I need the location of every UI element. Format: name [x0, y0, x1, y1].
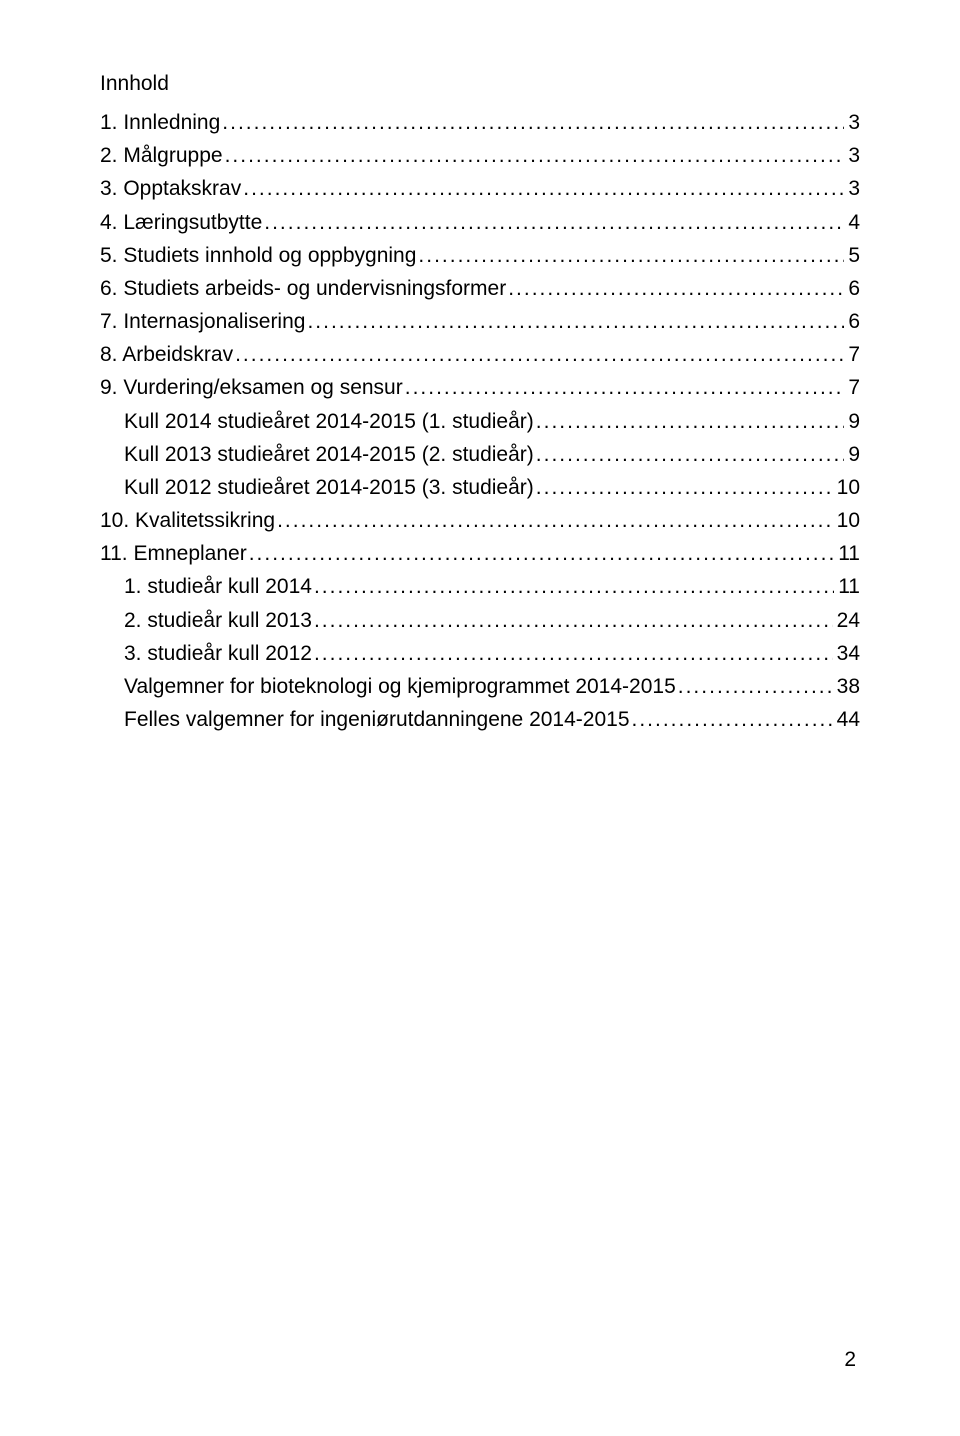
toc-entry-label: Felles valgemner for ingeniørutdanningen… — [124, 703, 630, 736]
toc-list: 1. Innledning 3 2. Målgruppe 3 3. Opptak… — [100, 106, 860, 736]
toc-entry: 6. Studiets arbeids- og undervisningsfor… — [100, 272, 860, 305]
toc-entry-label: 1. Innledning — [100, 106, 220, 139]
toc-entry: 1. studieår kull 2014 11 — [100, 570, 860, 603]
toc-leader — [220, 106, 844, 139]
toc-entry-label: Kull 2012 studieåret 2014-2015 (3. studi… — [124, 471, 534, 504]
toc-leader — [312, 570, 834, 603]
toc-leader — [241, 172, 844, 205]
toc-entry: 2. studieår kull 2013 24 — [100, 604, 860, 637]
toc-entry-label: 8. Arbeidskrav — [100, 338, 233, 371]
toc-entry: Kull 2013 studieåret 2014-2015 (2. studi… — [100, 438, 860, 471]
page-number: 2 — [844, 1348, 856, 1372]
toc-entry-label: 7. Internasjonalisering — [100, 305, 305, 338]
toc-entry-label: 4. Læringsutbytte — [100, 206, 262, 239]
toc-entry: 5. Studiets innhold og oppbygning 5 — [100, 239, 860, 272]
toc-entry: 4. Læringsutbytte 4 — [100, 206, 860, 239]
toc-entry: Kull 2012 studieåret 2014-2015 (3. studi… — [100, 471, 860, 504]
toc-title: Innhold — [100, 72, 860, 96]
toc-entry-page: 9 — [844, 405, 860, 438]
toc-entry-page: 11 — [834, 537, 860, 570]
toc-entry-label: 2. Målgruppe — [100, 139, 223, 172]
toc-entry: 3. Opptakskrav 3 — [100, 172, 860, 205]
toc-entry-label: 5. Studiets innhold og oppbygning — [100, 239, 416, 272]
toc-leader — [534, 438, 845, 471]
toc-entry-page: 24 — [833, 604, 860, 637]
toc-entry-label: 1. studieår kull 2014 — [124, 570, 312, 603]
toc-entry-page: 11 — [834, 570, 860, 603]
toc-leader — [630, 703, 833, 736]
toc-entry-page: 3 — [844, 139, 860, 172]
toc-entry-page: 38 — [833, 670, 860, 703]
toc-leader — [506, 272, 844, 305]
toc-entry-page: 6 — [844, 272, 860, 305]
toc-entry: 1. Innledning 3 — [100, 106, 860, 139]
toc-entry-page: 10 — [833, 471, 860, 504]
toc-entry: 9. Vurdering/eksamen og sensur 7 — [100, 371, 860, 404]
toc-entry-label: 11. Emneplaner — [100, 537, 247, 570]
toc-leader — [676, 670, 833, 703]
toc-leader — [305, 305, 844, 338]
toc-entry: 2. Målgruppe 3 — [100, 139, 860, 172]
toc-leader — [275, 504, 833, 537]
toc-leader — [247, 537, 834, 570]
toc-entry: 7. Internasjonalisering 6 — [100, 305, 860, 338]
toc-entry-label: 3. studieår kull 2012 — [124, 637, 312, 670]
toc-leader — [312, 604, 833, 637]
toc-leader — [403, 371, 845, 404]
toc-entry-page: 5 — [844, 239, 860, 272]
toc-entry: Valgemner for bioteknologi og kjemiprogr… — [100, 670, 860, 703]
toc-leader — [534, 471, 833, 504]
toc-entry-page: 3 — [844, 172, 860, 205]
toc-entry-label: Kull 2014 studieåret 2014-2015 (1. studi… — [124, 405, 534, 438]
toc-entry: 10. Kvalitetssikring 10 — [100, 504, 860, 537]
toc-leader — [534, 405, 845, 438]
toc-entry: 11. Emneplaner 11 — [100, 537, 860, 570]
toc-entry: Felles valgemner for ingeniørutdanningen… — [100, 703, 860, 736]
toc-entry-label: Kull 2013 studieåret 2014-2015 (2. studi… — [124, 438, 534, 471]
toc-leader — [233, 338, 844, 371]
toc-entry: Kull 2014 studieåret 2014-2015 (1. studi… — [100, 405, 860, 438]
toc-entry-label: Valgemner for bioteknologi og kjemiprogr… — [124, 670, 676, 703]
toc-leader — [312, 637, 833, 670]
toc-entry-page: 34 — [833, 637, 860, 670]
toc-entry-label: 6. Studiets arbeids- og undervisningsfor… — [100, 272, 506, 305]
toc-entry-page: 9 — [844, 438, 860, 471]
toc-entry-label: 10. Kvalitetssikring — [100, 504, 275, 537]
toc-entry-page: 4 — [844, 206, 860, 239]
toc-leader — [223, 139, 845, 172]
toc-entry-page: 7 — [844, 338, 860, 371]
toc-entry-label: 3. Opptakskrav — [100, 172, 241, 205]
toc-leader — [416, 239, 844, 272]
toc-entry-page: 10 — [833, 504, 860, 537]
document-page: Innhold 1. Innledning 3 2. Målgruppe 3 3… — [0, 0, 960, 1436]
toc-entry-page: 6 — [844, 305, 860, 338]
toc-entry-page: 7 — [844, 371, 860, 404]
toc-entry: 8. Arbeidskrav 7 — [100, 338, 860, 371]
toc-entry-page: 3 — [844, 106, 860, 139]
toc-entry-page: 44 — [833, 703, 860, 736]
toc-leader — [262, 206, 844, 239]
toc-entry: 3. studieår kull 2012 34 — [100, 637, 860, 670]
toc-entry-label: 2. studieår kull 2013 — [124, 604, 312, 637]
toc-entry-label: 9. Vurdering/eksamen og sensur — [100, 371, 403, 404]
